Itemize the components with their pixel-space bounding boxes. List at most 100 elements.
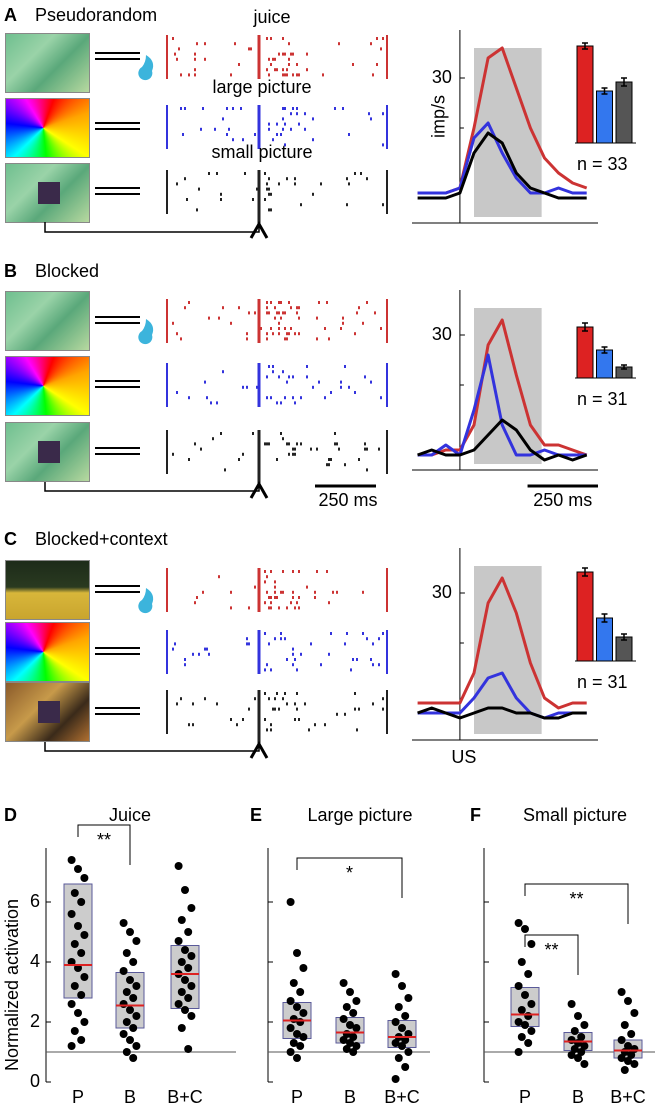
spike — [296, 442, 298, 446]
spike — [366, 468, 368, 472]
spike — [230, 718, 232, 721]
spike — [214, 127, 216, 131]
data-point — [119, 1030, 128, 1038]
spike — [248, 606, 250, 610]
data-point — [67, 1042, 76, 1050]
spike — [254, 133, 256, 136]
spike — [268, 697, 270, 701]
data-point — [77, 1036, 86, 1044]
spike — [282, 52, 284, 56]
spike — [238, 306, 240, 310]
spike — [354, 692, 356, 695]
spike — [266, 311, 268, 315]
spike — [314, 723, 316, 727]
data-point — [570, 1045, 579, 1053]
spike — [272, 707, 274, 711]
x-tick-label: P — [519, 1087, 531, 1107]
data-point — [174, 1000, 183, 1008]
spike — [338, 447, 340, 451]
spike — [346, 177, 348, 181]
spike — [294, 718, 296, 721]
picture — [5, 422, 90, 482]
picture — [5, 622, 90, 682]
spike — [204, 697, 206, 701]
data-point — [574, 1012, 582, 1020]
spike — [310, 447, 312, 451]
spike — [218, 575, 220, 579]
spike — [222, 306, 224, 310]
spike — [316, 337, 318, 341]
data-point — [80, 973, 89, 981]
trigger-line — [44, 742, 260, 752]
spike — [254, 311, 256, 315]
data-point — [527, 1000, 536, 1008]
psth-line — [417, 418, 588, 462]
spike — [290, 327, 292, 330]
data-point — [514, 982, 523, 990]
chart-title: Large picture — [307, 805, 412, 825]
spike — [284, 311, 286, 315]
spike — [300, 203, 302, 207]
spike — [174, 642, 176, 646]
spike — [268, 365, 270, 368]
data-point — [346, 1039, 354, 1047]
spike — [380, 396, 382, 400]
spike — [326, 570, 328, 573]
spike — [298, 718, 300, 721]
spike — [246, 337, 248, 341]
spike — [382, 632, 384, 635]
spike — [292, 452, 294, 456]
spike — [272, 370, 274, 374]
spike — [270, 596, 272, 599]
spike — [280, 590, 282, 594]
data-point — [517, 1033, 526, 1041]
spike — [382, 203, 384, 207]
spike — [296, 306, 298, 310]
spike — [354, 707, 356, 711]
spike — [296, 692, 298, 695]
spike — [222, 370, 224, 374]
spike — [244, 172, 246, 175]
spike — [254, 585, 256, 589]
significance-bracket — [524, 883, 629, 924]
spike — [330, 458, 332, 461]
spike — [246, 385, 248, 389]
spike — [346, 203, 348, 207]
psth-line — [417, 318, 588, 457]
spike — [266, 301, 268, 304]
error-bar — [621, 633, 627, 641]
data-point — [177, 1024, 186, 1032]
spike — [294, 702, 296, 706]
spike — [354, 332, 356, 336]
spike — [336, 590, 338, 594]
raster-label: small picture — [211, 142, 312, 162]
data-point — [391, 1018, 400, 1026]
spike — [366, 301, 368, 304]
spike — [226, 107, 228, 110]
y-tick-label: 30 — [432, 582, 452, 602]
spike — [292, 652, 294, 656]
data-point — [129, 958, 138, 966]
spike — [282, 73, 284, 77]
data-point — [352, 1024, 361, 1032]
spike — [330, 391, 332, 394]
spike — [294, 182, 296, 186]
spike — [274, 316, 276, 320]
spike — [298, 73, 300, 77]
spike — [296, 601, 298, 605]
data-point — [394, 1003, 403, 1011]
panel-label: D — [4, 805, 17, 825]
significance-label: * — [346, 863, 353, 883]
data-point — [524, 1039, 533, 1047]
spike — [176, 332, 178, 336]
spike — [242, 138, 244, 142]
spike — [278, 332, 280, 336]
spike — [298, 606, 300, 610]
data-point — [404, 1048, 413, 1056]
spike — [296, 107, 298, 110]
arrow-head — [249, 220, 269, 239]
spike — [292, 396, 294, 400]
spike — [264, 198, 266, 201]
n-label: n = 33 — [577, 154, 628, 174]
y-tick-label: 2 — [30, 1011, 40, 1031]
